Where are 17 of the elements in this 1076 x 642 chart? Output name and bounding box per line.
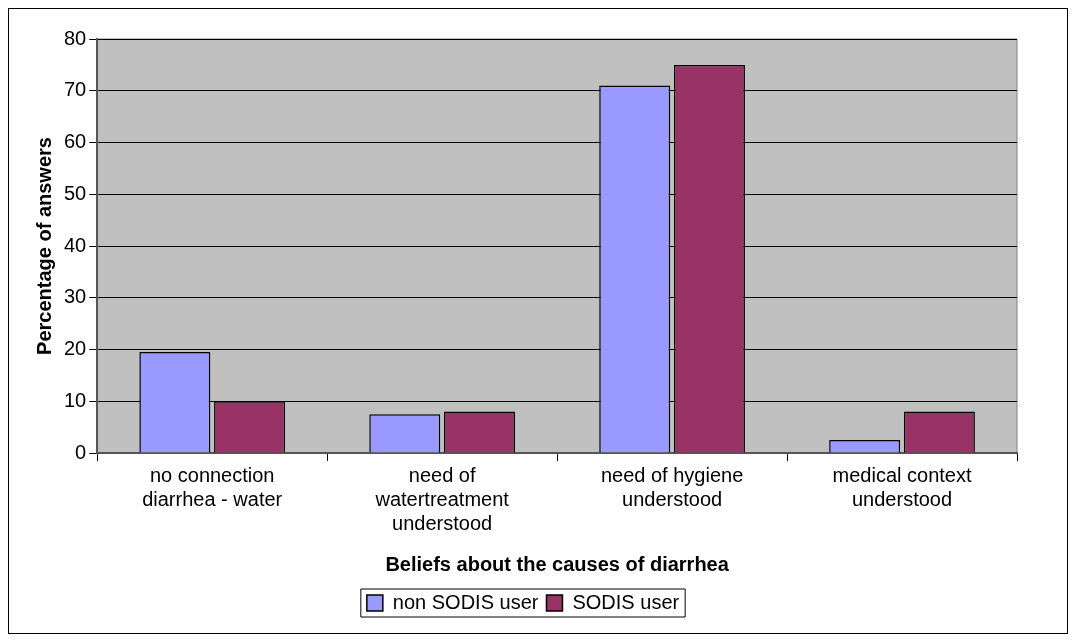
x-tick-label: need of hygiene understood bbox=[600, 463, 744, 510]
x-tick-label: no connection diarrhea - water bbox=[142, 463, 283, 510]
y-tick-label: 60 bbox=[64, 130, 87, 153]
x-axis-title: Beliefs about the causes of diarrhea bbox=[385, 552, 730, 575]
y-tick-label: 0 bbox=[75, 440, 87, 463]
y-tick-label: 30 bbox=[64, 285, 87, 308]
legend-label: SODIS user bbox=[572, 590, 680, 613]
y-tick-label: 10 bbox=[64, 388, 87, 411]
x-tick-label: need of watertreatment understood bbox=[374, 463, 510, 534]
y-tick-label: 80 bbox=[64, 26, 87, 49]
y-tick-label: 50 bbox=[64, 181, 87, 204]
legend-label: non SODIS user bbox=[392, 590, 539, 613]
y-tick-label: 20 bbox=[64, 337, 87, 360]
y-tick-label: 70 bbox=[64, 78, 87, 101]
y-tick-label: 40 bbox=[64, 233, 87, 256]
y-axis-title: Percentage of answers bbox=[32, 137, 55, 355]
x-tick-label: medical context understood bbox=[832, 463, 972, 510]
